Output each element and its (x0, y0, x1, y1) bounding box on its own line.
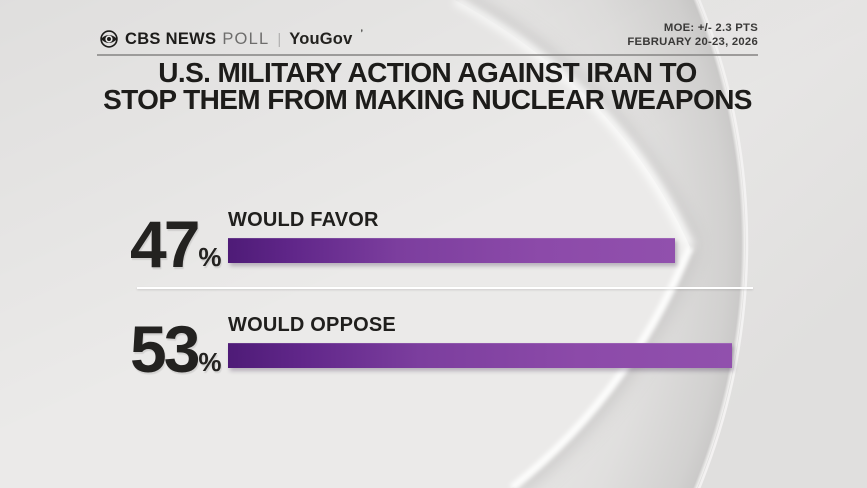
brand-separator: | (277, 30, 282, 48)
yougov-tick: ’ (360, 28, 363, 38)
bar-row-favor: 47 % WOULD FAVOR (130, 205, 770, 277)
oppose-value-number: 53 (130, 312, 200, 386)
bar-row-oppose: 53 % WOULD OPPOSE (130, 310, 770, 382)
row-divider (137, 287, 753, 289)
moe-line: MOE: +/- 2.3 PTS (663, 22, 758, 34)
oppose-value: 53 % (130, 312, 222, 386)
oppose-value-unit: % (198, 347, 221, 377)
page-title: U.S. MILITARY ACTION AGAINST IRAN TO STO… (97, 57, 758, 115)
yougov-text: YouGov (289, 29, 353, 48)
favor-value-unit: % (198, 242, 221, 272)
moe-block: MOE: +/- 2.3 PTS FEBRUARY 20-23, 2026 (627, 22, 758, 49)
brand-lockup: CBS NEWS POLL | YouGov ’ (100, 28, 363, 50)
favor-bar-group: WOULD FAVOR (228, 209, 675, 263)
oppose-label: WOULD OPPOSE (228, 314, 396, 336)
oppose-bar-group: WOULD OPPOSE (228, 314, 732, 368)
oppose-bar (228, 343, 732, 368)
title-line-1: U.S. MILITARY ACTION AGAINST IRAN TO (158, 57, 697, 88)
favor-bar (228, 238, 675, 263)
favor-value: 47 % (130, 207, 222, 281)
cbs-eye-icon (100, 30, 118, 48)
favor-label: WOULD FAVOR (228, 209, 379, 231)
header-rule (97, 54, 758, 56)
favor-value-number: 47 (130, 207, 200, 281)
cbs-news-text: CBS NEWS (125, 29, 217, 48)
poll-text: POLL (222, 29, 270, 48)
title-line-2: STOP THEM FROM MAKING NUCLEAR WEAPONS (103, 84, 752, 115)
date-line: FEBRUARY 20-23, 2026 (627, 35, 758, 48)
